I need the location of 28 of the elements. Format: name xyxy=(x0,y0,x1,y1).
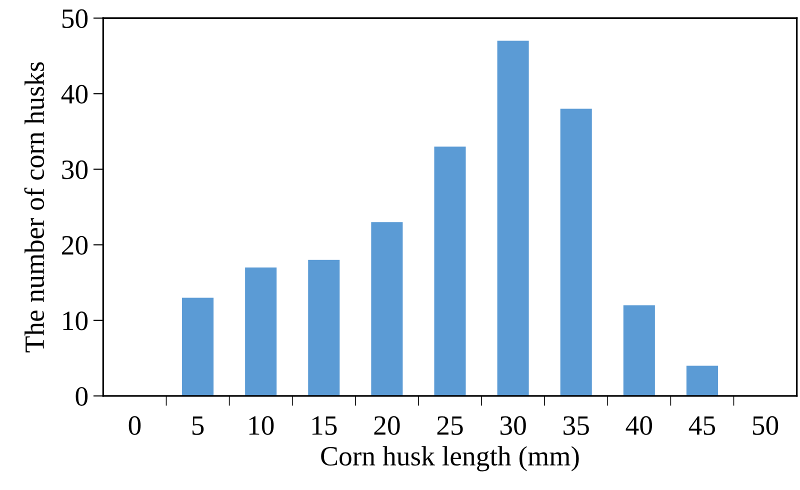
y-tick-label: 50 xyxy=(62,9,88,28)
y-axis-title: The number of corn husks xyxy=(24,62,44,352)
bar xyxy=(371,222,403,396)
x-tick-label: 5 xyxy=(192,416,204,435)
y-tick-label: 10 xyxy=(63,312,88,330)
bar xyxy=(308,260,340,396)
y-tick-label: 0 xyxy=(76,387,88,406)
x-axis-title: Corn husk length (mm) xyxy=(321,446,579,472)
bar xyxy=(245,267,277,396)
bar xyxy=(623,305,655,396)
bar xyxy=(497,40,529,396)
x-tick-label: 40 xyxy=(626,416,652,435)
bar xyxy=(686,366,718,396)
x-tick-label: 30 xyxy=(500,416,526,435)
x-tick-label: 15 xyxy=(312,416,337,435)
bar xyxy=(182,298,214,396)
y-tick-label: 30 xyxy=(62,160,88,180)
y-tick-label: 40 xyxy=(61,84,88,104)
x-tick-label: 50 xyxy=(753,416,778,435)
bar xyxy=(434,146,466,396)
x-tick-label: 25 xyxy=(437,416,463,435)
x-tick-label: 45 xyxy=(688,416,716,435)
x-tick-label: 10 xyxy=(249,416,274,435)
x-tick-label: 35 xyxy=(564,416,589,435)
bar xyxy=(560,108,592,396)
x-tick-label: 20 xyxy=(374,416,400,435)
x-tick-label: 0 xyxy=(128,416,141,435)
y-tick-label: 20 xyxy=(62,236,88,255)
